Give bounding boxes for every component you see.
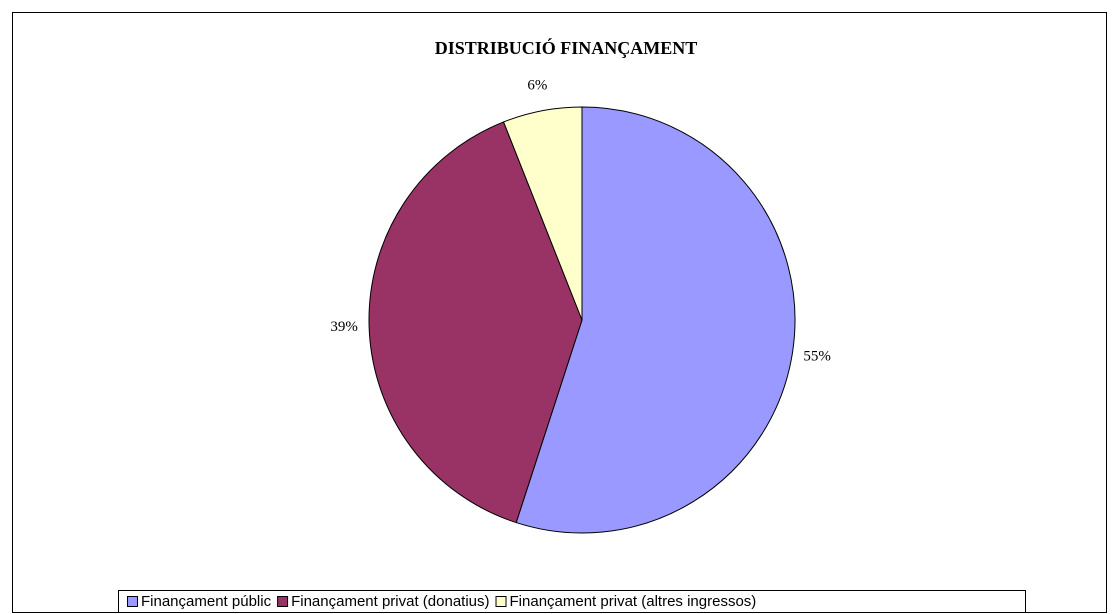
pie-slice (515, 106, 796, 534)
pie-slice (502, 106, 583, 321)
data-label: 6% (527, 78, 547, 94)
legend-label: Finançament privat (altres ingressos) (510, 593, 757, 610)
legend-label: Finançament públic (141, 593, 272, 610)
pie-slice (368, 121, 583, 524)
legend-label: Finançament privat (donatius) (291, 593, 489, 610)
legend-swatch (277, 596, 289, 607)
data-label: 55% (803, 349, 831, 365)
legend-swatch (127, 596, 138, 607)
legend-swatch (495, 596, 507, 607)
data-label: 39% (330, 319, 358, 335)
legend-box (118, 590, 1026, 613)
chart-title: DISTRIBUCIÓ FINANÇAMENT (435, 37, 698, 58)
